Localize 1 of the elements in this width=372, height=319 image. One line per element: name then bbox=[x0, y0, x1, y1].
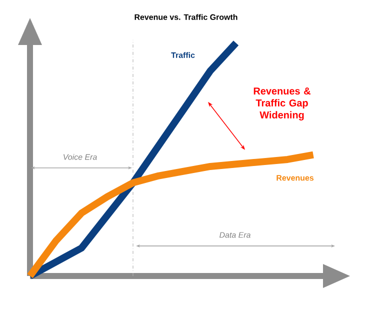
annotation: Revenues & Traffic Gap Widening bbox=[254, 88, 310, 120]
